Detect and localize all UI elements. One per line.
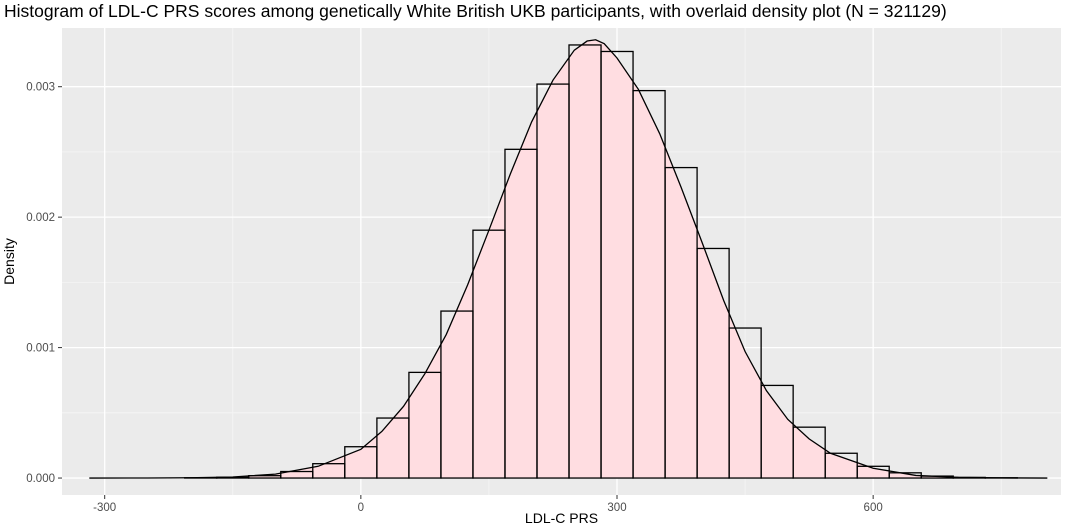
x-tick-label: 600: [864, 502, 883, 514]
y-axis: 0.000 0.001 0.002 0.003: [26, 82, 62, 485]
y-tick-label: 0.002: [26, 212, 55, 224]
density-line: [89, 39, 1048, 479]
density-area: [89, 39, 1048, 479]
x-axis-title: LDL-C PRS: [525, 510, 598, 526]
y-tick-label: 0.000: [26, 473, 55, 485]
x-tick-label: 300: [607, 502, 626, 514]
density-fill-area: [89, 39, 1048, 479]
histogram-bars: [184, 44, 1018, 479]
chart-title: Histogram of LDL-C PRS scores among gene…: [4, 1, 947, 21]
histogram-bar: [792, 426, 826, 479]
x-tick-label: 0: [358, 502, 364, 514]
density-curve: [89, 39, 1048, 479]
x-axis: -300 0 300 600: [93, 495, 883, 514]
y-axis-title: Density: [1, 238, 17, 285]
x-tick-label: -300: [93, 502, 116, 514]
y-tick-label: 0.003: [26, 82, 55, 94]
histogram-bar: [856, 465, 890, 479]
y-tick-label: 0.001: [26, 343, 55, 355]
